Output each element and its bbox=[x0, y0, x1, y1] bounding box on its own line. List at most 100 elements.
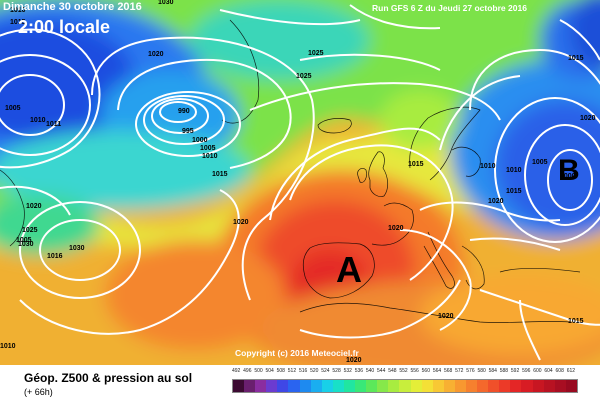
isobar-label: 1030 bbox=[69, 245, 85, 252]
scale-swatch bbox=[477, 380, 489, 392]
isobar-label: 1020 bbox=[580, 115, 596, 122]
scale-label: 564 bbox=[432, 368, 442, 374]
scale-label: 584 bbox=[488, 368, 497, 374]
scale-label: 544 bbox=[377, 368, 386, 374]
isobar-label: 990 bbox=[178, 108, 190, 115]
isobar-label: 1025 bbox=[296, 73, 312, 80]
scale-swatch bbox=[255, 380, 267, 392]
isobar-label: 1010 bbox=[0, 343, 16, 350]
scale-label: 516 bbox=[298, 368, 308, 374]
isobar-label: 1005 bbox=[5, 105, 21, 112]
scale-label: 524 bbox=[321, 368, 330, 374]
scale-swatch bbox=[488, 380, 500, 392]
scale-swatch bbox=[266, 380, 278, 392]
scale-swatch bbox=[332, 380, 344, 392]
scale-label: 588 bbox=[499, 368, 509, 374]
scale-label: 608 bbox=[555, 368, 564, 374]
forecast-date: Dimanche 30 octobre 2016 bbox=[3, 1, 142, 13]
scale-label: 512 bbox=[287, 368, 297, 374]
model-run-info: Run GFS 6 Z du Jeudi 27 octobre 2016 bbox=[372, 3, 527, 13]
scale-swatch bbox=[565, 380, 577, 392]
scale-label: 576 bbox=[466, 368, 475, 374]
scale-swatch bbox=[321, 380, 333, 392]
scale-label: 496 bbox=[243, 368, 252, 374]
isobar-label: 1020 bbox=[26, 203, 42, 210]
isobar-label: 1020 bbox=[346, 357, 362, 364]
legend-subtitle: (+ 66h) bbox=[24, 387, 53, 397]
legend-title: Géop. Z500 & pression au sol bbox=[24, 371, 193, 385]
scale-label: 520 bbox=[310, 368, 319, 374]
scale-swatch bbox=[288, 380, 300, 392]
scale-swatch bbox=[299, 380, 311, 392]
scale-swatch bbox=[399, 380, 411, 392]
scale-label: 600 bbox=[533, 368, 542, 374]
scale-label: 568 bbox=[443, 368, 453, 374]
scale-swatch bbox=[532, 380, 544, 392]
weather-map: 1010 1015 1030 1005 1010 1011 1020 1025 … bbox=[0, 0, 600, 365]
scale-swatch bbox=[310, 380, 322, 392]
scale-label: 612 bbox=[566, 368, 576, 374]
scale-swatch bbox=[443, 380, 455, 392]
color-scale bbox=[232, 379, 578, 393]
isobar-label: 1015 bbox=[10, 19, 26, 26]
isobar-label: 1010 bbox=[202, 153, 218, 160]
scale-swatch bbox=[554, 380, 566, 392]
isobar-label: 1000 bbox=[560, 173, 576, 180]
isobar-label: 1020 bbox=[388, 225, 404, 232]
isobar-label: 1016 bbox=[47, 253, 63, 260]
scale-label: 548 bbox=[388, 368, 397, 374]
geopotential-field: 1010 1015 1030 1005 1010 1011 1020 1025 … bbox=[0, 0, 600, 365]
scale-swatch bbox=[388, 380, 400, 392]
scale-swatch bbox=[510, 380, 522, 392]
isobar-label: 1005 bbox=[200, 145, 216, 152]
color-scale-labels: 492 496 500 504 508 512 516 520 524 528 532 536 540 5… bbox=[232, 368, 578, 374]
isobar-label: 1030 bbox=[158, 0, 174, 6]
isobar-label: 1000 bbox=[192, 137, 208, 144]
scale-swatch bbox=[421, 380, 433, 392]
scale-label: 492 bbox=[232, 368, 241, 374]
scale-swatch bbox=[355, 380, 367, 392]
isobar-label: 1020 bbox=[438, 313, 454, 320]
scale-swatch bbox=[499, 380, 511, 392]
scale-label: 580 bbox=[477, 368, 486, 374]
depression-marker: B bbox=[558, 154, 580, 187]
isobar-label: 1010 bbox=[506, 167, 522, 174]
isobar-label: 1025 bbox=[22, 227, 38, 234]
isobar-label: 1015 bbox=[212, 171, 228, 178]
scale-label: 508 bbox=[276, 368, 285, 374]
isobar-label: 1005 bbox=[16, 237, 32, 244]
scale-swatch bbox=[432, 380, 444, 392]
scale-swatch bbox=[366, 380, 378, 392]
scale-swatch bbox=[543, 380, 555, 392]
isobar-labels: 1010 1015 1030 1005 1010 1011 1020 1025 … bbox=[0, 0, 596, 364]
isobar-label: 1020 bbox=[233, 219, 249, 226]
scale-swatch bbox=[277, 380, 289, 392]
isobar-label: 1015 bbox=[568, 55, 584, 62]
isobar-label: 1020 bbox=[488, 198, 504, 205]
scale-swatch bbox=[233, 380, 245, 392]
isobar-label: 1015 bbox=[408, 161, 424, 168]
scale-label: 540 bbox=[365, 368, 375, 374]
anticyclone-marker: A bbox=[336, 249, 362, 290]
local-time: 2:00 locale bbox=[18, 17, 111, 37]
scale-swatch bbox=[521, 380, 533, 392]
scale-label: 572 bbox=[455, 368, 464, 374]
isobar-label: 1025 bbox=[308, 50, 324, 57]
isobar-label: 1020 bbox=[148, 51, 164, 58]
scale-label: 560 bbox=[421, 368, 430, 374]
scale-label: 604 bbox=[544, 368, 553, 374]
isobar-label: 1010 bbox=[30, 117, 46, 124]
isobar-label: 1015 bbox=[506, 188, 522, 195]
scale-label: 532 bbox=[343, 368, 352, 374]
scale-label: 504 bbox=[265, 368, 274, 374]
scale-swatch bbox=[244, 380, 256, 392]
isobar-label: 1005 bbox=[532, 159, 548, 166]
scale-label: 596 bbox=[522, 368, 531, 374]
scale-swatch bbox=[343, 380, 356, 392]
scale-swatch bbox=[377, 380, 389, 392]
isobar-label: 1010 bbox=[10, 7, 26, 14]
isobar-label: 1010 bbox=[480, 163, 496, 170]
scale-label: 592 bbox=[510, 368, 520, 374]
scale-label: 556 bbox=[410, 368, 419, 374]
scale-label: 552 bbox=[399, 368, 408, 374]
